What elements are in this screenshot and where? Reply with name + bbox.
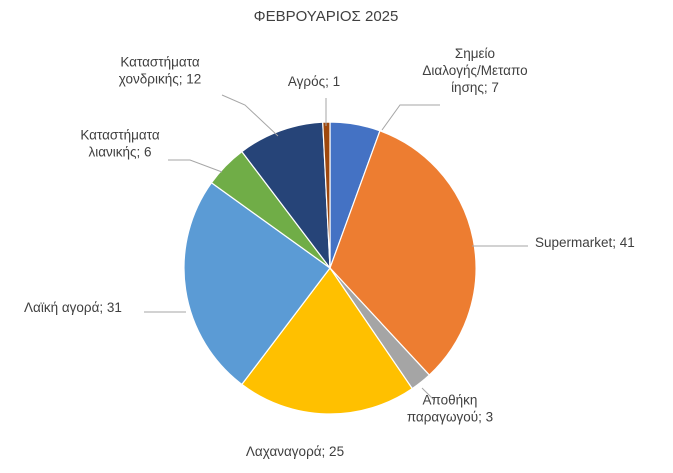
pie-slice [183,181,331,386]
data-label-line: ίησης; 7 [451,80,499,95]
data-label: Καταστήματα λιανικής; 6 [80,128,159,160]
data-label: Λαϊκή αγορά; 31 [24,300,122,315]
pie-slice [240,121,331,270]
data-label-line: Καταστήματα [120,55,199,70]
data-label-line: Σημείο [455,46,495,61]
data-label-line: λιανικής; 6 [88,145,151,160]
data-label-line: Supermarket; 41 [535,235,635,250]
data-label: Supermarket; 41 [535,235,635,250]
data-label: Λαχαναγορά; 25 [246,444,344,459]
data-label-line: Λαχαναγορά; 25 [246,444,344,459]
data-labels: Σημείο Διαλογής/Μεταπο ίησης; 7 Supermarket… [24,46,635,459]
data-label-line: Καταστήματα [80,128,159,143]
data-label-line: Λαϊκή αγορά; 31 [24,300,122,315]
data-label-line: Διαλογής/Μεταπο [422,63,527,78]
data-label: Αγρός; 1 [288,74,340,89]
data-label-line: Αγρός; 1 [288,74,340,89]
pie-slice [329,130,477,376]
data-label-line: παραγωγού; 3 [407,410,493,425]
data-label: Καταστήματα χονδρικής; 12 [119,55,201,87]
pie-slices [183,121,477,415]
data-label-line: χονδρικής; 12 [119,72,201,87]
leader-lines [144,94,528,401]
leader-line [421,387,435,401]
chart-title: ΦΕΒΡΟΥΑΡΙΟΣ 2025 [254,8,399,25]
pie-slice [240,266,414,415]
data-label: Αποθήκη παραγωγού; 3 [407,393,493,425]
data-label: Σημείο Διαλογής/Μεταπο ίησης; 7 [422,46,527,95]
data-label-line: Αποθήκη [423,393,478,408]
leader-line [381,104,440,131]
leader-line [221,94,279,137]
leader-line [168,159,223,173]
